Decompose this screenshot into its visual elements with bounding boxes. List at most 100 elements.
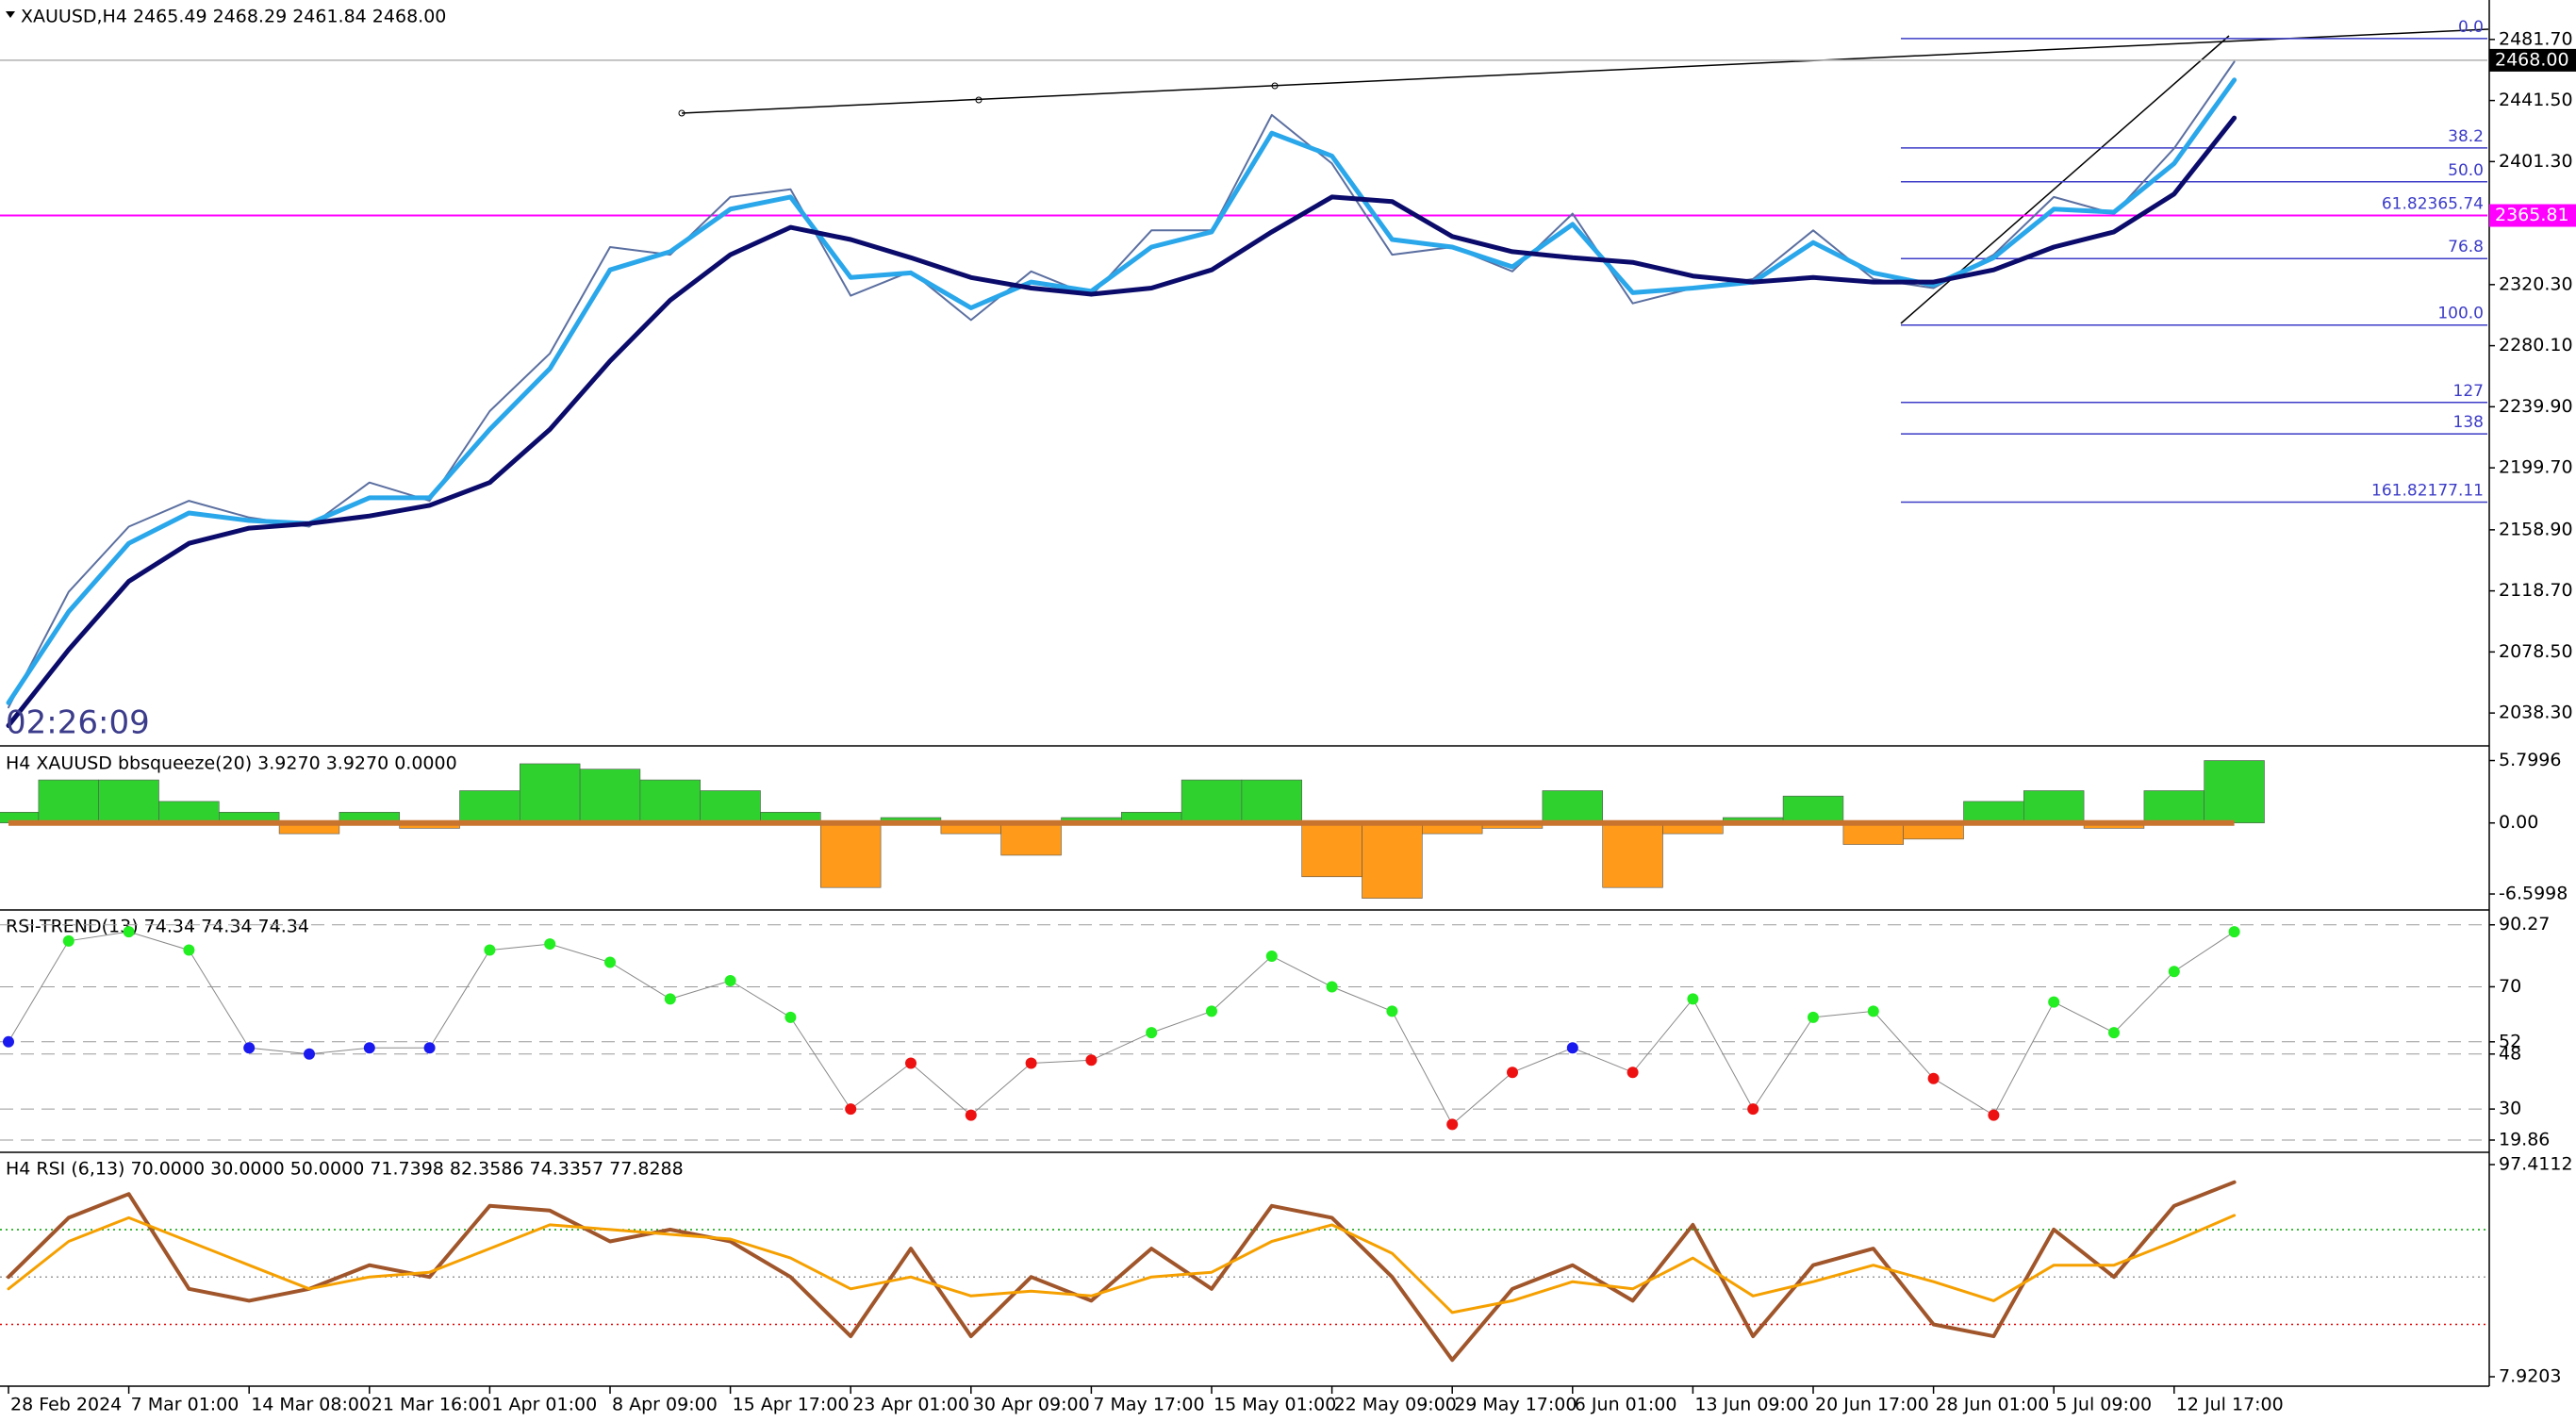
fib-label: 76.8 xyxy=(2448,238,2484,256)
fib-label: 100.0 xyxy=(2437,305,2484,323)
fib-ratio: 76.8 xyxy=(2448,238,2484,256)
y-tick-label: 7.9203 xyxy=(2499,1366,2561,1387)
histogram-bar xyxy=(639,779,702,824)
price-label: 2365.81 xyxy=(2495,205,2569,225)
histogram-bar xyxy=(819,822,882,888)
trendline-anchor xyxy=(975,96,983,104)
menu-arrow[interactable] xyxy=(6,11,15,18)
series-line xyxy=(8,60,2236,709)
trend-dot xyxy=(724,974,736,986)
fib-ratio: 138 xyxy=(2453,413,2484,432)
histogram-bar xyxy=(459,790,520,824)
trend-dot xyxy=(423,1042,436,1054)
trendline-anchor xyxy=(1271,82,1279,90)
x-tick-label: 21 Mar 16:00 xyxy=(372,1395,491,1415)
histogram-bar xyxy=(2143,790,2204,824)
fib-label: 138 xyxy=(2453,413,2484,432)
x-tick-label: 23 Apr 01:00 xyxy=(852,1395,969,1415)
fib-ratio: 38.2 xyxy=(2448,127,2484,146)
x-tick-label: 22 May 09:00 xyxy=(1334,1395,1457,1415)
x-tick-label: 5 Jul 09:00 xyxy=(2056,1395,2152,1415)
series-line xyxy=(7,1180,2237,1363)
y-tick-label: 70 xyxy=(2499,976,2521,997)
series-line xyxy=(6,115,2237,728)
trend-dot xyxy=(784,1011,797,1023)
trend-dot xyxy=(243,1042,256,1054)
histogram-bar xyxy=(1301,822,1362,878)
fib-ratio: 61.8 xyxy=(2382,195,2418,214)
histogram-bar xyxy=(2023,790,2085,824)
fib-label: 38.2 xyxy=(2448,127,2484,146)
trend-dot xyxy=(845,1103,857,1116)
panel-title: RSI-TREND(13) 74.34 74.34 74.34 xyxy=(6,917,309,937)
trend-line xyxy=(8,931,2235,1126)
panel-title: H4 XAUUSD bbsqueeze(20) 3.9270 3.9270 0.… xyxy=(6,753,457,774)
x-tick-label: 6 Jun 01:00 xyxy=(1575,1395,1677,1415)
y-tick-label: 2481.70 xyxy=(2499,28,2573,49)
trendline-anchor xyxy=(678,109,685,117)
x-tick-label: 15 Apr 17:00 xyxy=(733,1395,850,1415)
trend-dot xyxy=(1386,1005,1398,1017)
x-tick-label: 8 Apr 09:00 xyxy=(612,1395,718,1415)
fib-price: 2177.11 xyxy=(2418,482,2484,501)
last-price-label: 2468.00 xyxy=(2495,49,2569,70)
trend-dot xyxy=(1507,1066,1518,1079)
x-tick-label: 20 Jun 17:00 xyxy=(1815,1395,1929,1415)
trend-dot xyxy=(965,1109,977,1121)
fib-label: 61.82365.74 xyxy=(2382,195,2484,214)
x-tick-label: 28 Jun 01:00 xyxy=(1936,1395,2050,1415)
fib-ratio: 161.8 xyxy=(2371,482,2418,501)
trend-dot xyxy=(1566,1042,1578,1054)
y-tick-label: 19.86 xyxy=(2499,1130,2550,1150)
histogram-bar xyxy=(2204,760,2265,824)
histogram-bar xyxy=(98,779,159,824)
panel-title: H4 RSI (6,13) 70.0000 30.0000 50.0000 71… xyxy=(6,1159,684,1180)
histogram-bar xyxy=(1000,822,1062,856)
y-tick-label: -6.5998 xyxy=(2499,884,2568,904)
trend-dot xyxy=(2108,1027,2120,1039)
trend-dot xyxy=(1808,1011,1819,1023)
trend-dot xyxy=(1146,1027,1158,1039)
trend-dot xyxy=(2228,926,2240,938)
trend-dot xyxy=(1446,1118,1459,1131)
histogram-bar xyxy=(519,763,581,824)
x-tick-label: 13 Jun 09:00 xyxy=(1694,1395,1808,1415)
frame xyxy=(0,0,2490,1387)
trend-dot xyxy=(1265,951,1278,963)
y-tick-label: 2118.70 xyxy=(2499,580,2573,601)
trend-dot xyxy=(1326,981,1338,993)
y-tick-label: 2441.50 xyxy=(2499,90,2573,110)
fib-label: 161.82177.11 xyxy=(2371,482,2484,501)
histogram-bar xyxy=(158,801,220,824)
y-tick-label: 2239.90 xyxy=(2499,396,2573,417)
histogram-bar xyxy=(700,790,761,824)
fib-price: 2365.74 xyxy=(2418,195,2484,214)
x-tick-label: 1 Apr 01:00 xyxy=(491,1395,597,1415)
y-tick-label: 97.4112 xyxy=(2499,1154,2573,1175)
panel-title: XAUUSD,H4 2465.49 2468.29 2461.84 2468.0… xyxy=(21,7,446,27)
y-tick-label: 2401.30 xyxy=(2499,151,2573,172)
trend-dot xyxy=(1927,1072,1940,1084)
fib-ratio: 100.0 xyxy=(2437,305,2484,323)
y-tick-label: 52 xyxy=(2499,1031,2521,1051)
y-tick-label: 2280.10 xyxy=(2499,335,2573,356)
y-tick-label: 90.27 xyxy=(2499,914,2550,934)
trend-dot xyxy=(183,944,195,956)
fib-ratio: 0.0 xyxy=(2458,18,2484,37)
trend-dot xyxy=(1627,1066,1639,1079)
series-line xyxy=(6,77,2237,705)
histogram-bar xyxy=(1602,822,1663,888)
y-tick-label: 2320.30 xyxy=(2499,273,2573,294)
histogram-bar xyxy=(579,769,641,824)
histogram-bar xyxy=(1241,779,1303,824)
timer: 02:26:09 xyxy=(6,704,150,742)
trend-dot xyxy=(1085,1054,1098,1066)
y-tick-label: 2199.70 xyxy=(2499,457,2573,478)
fib-ratio: 50.0 xyxy=(2448,161,2484,180)
trend-dot xyxy=(664,993,676,1005)
histogram-bar xyxy=(38,779,100,824)
series-line xyxy=(7,1214,2237,1315)
